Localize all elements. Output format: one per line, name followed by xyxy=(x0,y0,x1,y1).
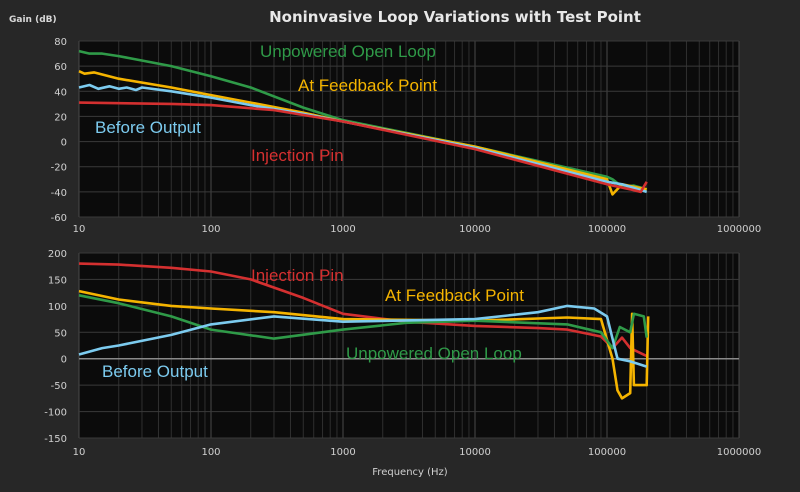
y-tick-label: -100 xyxy=(44,408,67,419)
x-tick-label: 1000 xyxy=(330,447,355,458)
annotation-feedback-bottom: At Feedback Point xyxy=(385,286,524,305)
x-tick-label: 1000000 xyxy=(717,447,762,458)
series-line-before-output xyxy=(78,83,648,194)
series-line-unpowered-open-loop xyxy=(78,294,648,350)
annotation-feedback-top: At Feedback Point xyxy=(298,76,437,95)
y-tick-label: 80 xyxy=(54,37,67,48)
series-line-at-feedback-point xyxy=(78,289,650,400)
y-tick-label: 40 xyxy=(54,87,67,98)
x-tick-label: 100000 xyxy=(588,447,626,458)
annotation-injection-top: Injection Pin xyxy=(251,146,344,165)
y-tick-label: -50 xyxy=(51,381,67,392)
plot-panel-2: 200 150 100 50 0 -50 -100 -150 10 100 1000 10000 100… xyxy=(44,249,761,458)
y-tick-label: 100 xyxy=(48,302,67,313)
y-tick-label: -60 xyxy=(51,213,67,224)
y-tick-label: -40 xyxy=(51,188,67,199)
annotation-before-output-top: Before Output xyxy=(95,118,201,137)
y-tick-label: 60 xyxy=(54,62,67,73)
x-tick-label: 10 xyxy=(73,224,86,235)
y-tick-label: 150 xyxy=(48,275,67,286)
series-line-injection-pin xyxy=(78,101,648,194)
y-tick-label: 0 xyxy=(61,138,67,149)
y-tick-label: -150 xyxy=(44,434,67,445)
x-tick-label: 10 xyxy=(73,447,86,458)
annotation-injection-bottom: Injection Pin xyxy=(251,266,344,285)
annotation-unpowered-bottom: Unpowered Open Loop xyxy=(346,344,522,363)
x-tick-label: 1000000 xyxy=(717,224,762,235)
x-tick-label: 10000 xyxy=(459,447,491,458)
annotation-unpowered-top: Unpowered Open Loop xyxy=(260,42,436,61)
x-tick-label: 100 xyxy=(201,447,220,458)
y-tick-label: -20 xyxy=(51,163,67,174)
x-tick-label: 10000 xyxy=(459,224,491,235)
y-tick-label: 20 xyxy=(54,112,67,123)
plot-panel-1: 80 60 40 20 0 -20 -40 -60 10 100 1000 10000 100000 10… xyxy=(51,37,762,235)
y-axis-label: Gain (dB) xyxy=(9,15,57,25)
series-line-before-output xyxy=(78,304,648,368)
x-tick-label: 1000 xyxy=(330,224,355,235)
chart-title: Noninvasive Loop Variations with Test Po… xyxy=(269,8,641,26)
series-line-injection-pin xyxy=(78,262,648,358)
y-tick-label: 200 xyxy=(48,249,67,260)
x-tick-label: 100 xyxy=(201,224,220,235)
annotation-before-output-bottom: Before Output xyxy=(102,362,208,381)
y-tick-label: 0 xyxy=(61,355,67,366)
y-tick-label: 50 xyxy=(54,328,67,339)
x-tick-label: 100000 xyxy=(588,224,626,235)
x-axis-label: Frequency (Hz) xyxy=(372,467,448,478)
